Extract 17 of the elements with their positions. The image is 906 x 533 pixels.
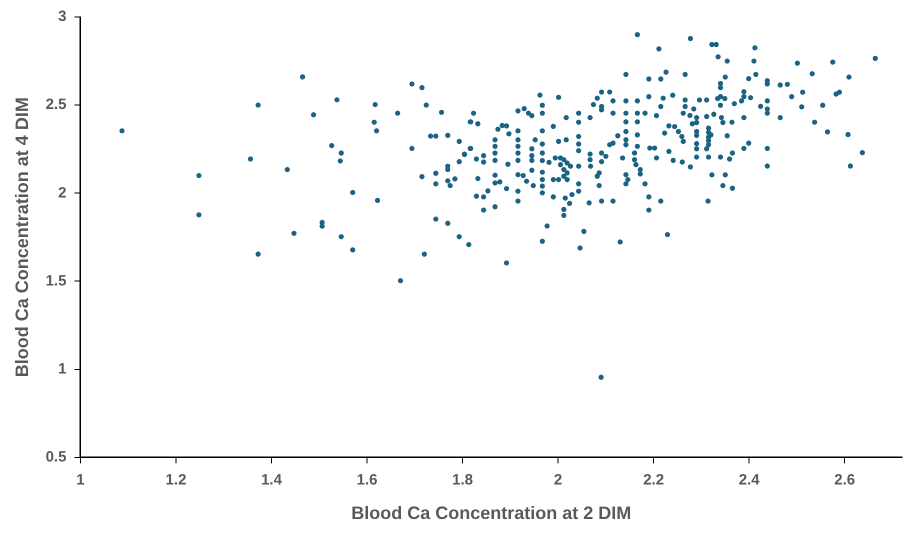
y-tick-label: 2 (58, 184, 66, 202)
y-tick-label: 2.5 (46, 96, 66, 114)
x-tick-label: 1.8 (452, 472, 473, 489)
x-tick-label: 2 (554, 472, 562, 489)
y-axis-title: Blood Ca Concentration at 4 DIM (12, 97, 32, 378)
x-tick-label: 1 (76, 472, 85, 489)
x-axis-title: Blood Ca Concentration at 2 DIM (351, 503, 632, 524)
y-tick-label: 1 (58, 360, 66, 378)
y-tick-label: 1.5 (46, 272, 66, 290)
x-tick-label: 1.4 (261, 472, 283, 489)
x-tick-label: 1.6 (356, 472, 378, 489)
y-tick-label: 3 (58, 8, 66, 26)
x-tick-label: 2.4 (738, 472, 760, 489)
x-tick-label: 1.2 (166, 472, 186, 489)
y-tick-label: 0.5 (46, 448, 66, 466)
x-tick-label: 2.6 (834, 472, 856, 489)
x-tick-label: 2.2 (643, 472, 664, 489)
